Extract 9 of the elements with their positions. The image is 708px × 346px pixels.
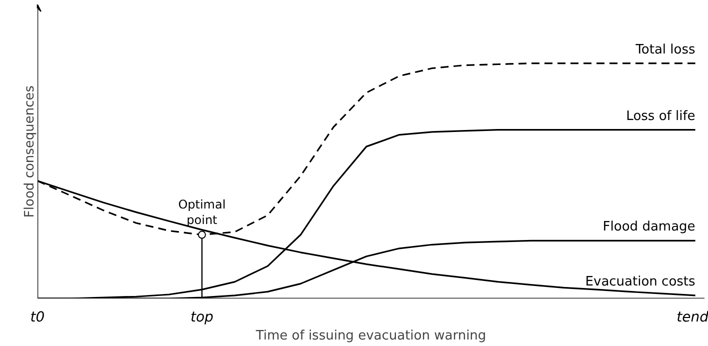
y-axis-title: Flood consequences <box>22 85 38 218</box>
annotation: Optimal point <box>178 197 226 227</box>
x-tick-label: t0 <box>30 310 45 326</box>
x-axis-title: Time of issuing evacuation warning <box>254 328 486 344</box>
x-tick-label: top <box>190 310 214 326</box>
series-label: Flood damage <box>602 220 696 235</box>
series-label: Loss of life <box>626 108 696 124</box>
series-label: Evacuation costs <box>585 274 696 290</box>
series-label: Total loss <box>634 42 696 58</box>
